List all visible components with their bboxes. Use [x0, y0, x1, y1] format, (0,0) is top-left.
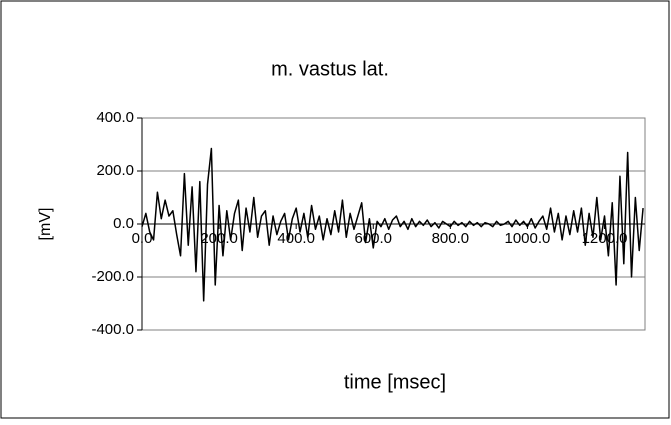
- x-tick-label: 1200.0: [582, 230, 628, 247]
- data-line: [141, 147, 644, 302]
- chart-title: m. vastus lat.: [271, 58, 389, 80]
- x-axis-label: time [msec]: [344, 371, 446, 393]
- y-tick-label: 200.0: [96, 162, 134, 179]
- x-tick-label: 800.0: [432, 230, 470, 247]
- x-tick-label: 400.0: [277, 230, 315, 247]
- y-tick-label: -200.0: [91, 268, 134, 285]
- y-tick-label: -400.0: [91, 321, 134, 338]
- y-axis-label: [mV]: [37, 208, 54, 241]
- x-tick-label: 600.0: [354, 230, 392, 247]
- x-tick-label: 1000.0: [504, 230, 550, 247]
- x-tick-label: 0.0: [132, 230, 153, 247]
- x-tick-label: 200.0: [200, 230, 238, 247]
- y-tick-label: 400.0: [96, 109, 134, 126]
- y-tick-label: 0.0: [113, 215, 134, 232]
